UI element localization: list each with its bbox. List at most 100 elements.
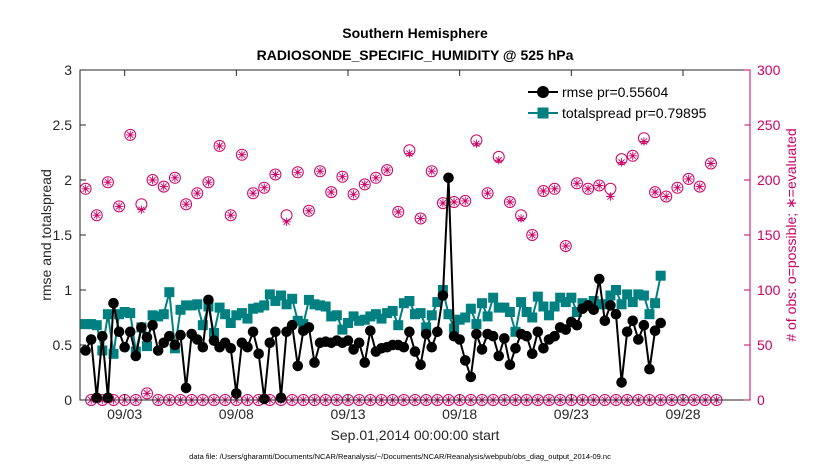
totalspread-marker	[432, 297, 443, 308]
x-axis-label: Sep.01,2014 00:00:00 start	[331, 427, 500, 443]
possible-marker	[704, 157, 717, 170]
totalspread-marker	[119, 307, 130, 317]
evaluated-marker	[472, 139, 481, 148]
evaluated-marker	[282, 217, 291, 226]
evaluated-marker	[293, 168, 302, 177]
totalspread-marker	[577, 298, 588, 309]
totalspread-marker	[560, 297, 571, 308]
totalspread-marker	[225, 318, 236, 328]
rmse-marker	[627, 315, 639, 327]
totalspread-marker	[343, 318, 353, 328]
evaluated-marker	[650, 187, 660, 197]
totalspread-marker	[499, 302, 510, 313]
possible-marker	[314, 165, 327, 178]
totalspread-marker	[471, 319, 482, 330]
rmse-marker	[147, 319, 158, 331]
totalspread-marker	[443, 309, 454, 320]
evaluated-marker	[181, 200, 191, 209]
y-tick-label-right: 50	[757, 337, 773, 353]
rmse-marker	[644, 363, 655, 375]
evaluated-marker	[606, 192, 615, 201]
legend-spread-marker	[537, 107, 549, 119]
rmse-marker	[91, 392, 103, 404]
rmse-marker	[270, 326, 281, 338]
evaluated-marker	[315, 167, 325, 176]
totalspread-marker	[527, 312, 538, 323]
totalspread-marker	[331, 310, 342, 321]
rmse-marker	[549, 330, 560, 342]
totalspread-marker	[164, 287, 175, 298]
evaluated-marker	[438, 198, 448, 208]
possible-marker	[548, 182, 561, 195]
legend-box	[521, 79, 745, 129]
possible-marker	[90, 209, 103, 222]
observation-count-layer	[79, 128, 723, 406]
rmse-marker	[242, 341, 253, 353]
totalspread-marker	[142, 341, 152, 352]
possible-marker	[537, 185, 550, 197]
totalspread-marker	[516, 297, 527, 308]
evaluated-marker	[271, 170, 280, 179]
evaluated-marker	[516, 214, 526, 223]
totalspread-marker	[220, 309, 231, 320]
evaluated-marker	[114, 202, 124, 211]
possible-marker	[582, 182, 595, 195]
y-tick-label-right: 300	[757, 62, 781, 78]
rmse-marker	[108, 297, 119, 309]
rmse-marker	[409, 346, 421, 357]
evaluated-marker	[338, 172, 347, 181]
totalspread-marker	[236, 308, 247, 319]
totalspread-marker	[398, 298, 409, 309]
evaluated-marker	[662, 192, 671, 201]
possible-marker	[146, 174, 159, 186]
evaluated-marker	[382, 165, 392, 175]
evaluated-marker	[617, 158, 626, 167]
chart-subtitle: RADIOSONDE_SPECIFIC_HUMIDITY @ 525 hPa	[257, 47, 574, 63]
totalspread-marker	[292, 315, 303, 326]
totalspread-marker	[599, 299, 610, 310]
possible-marker	[168, 171, 181, 184]
totalspread-marker	[315, 300, 326, 311]
totalspread-marker	[370, 309, 381, 320]
totalspread-marker	[605, 290, 616, 301]
rmse-marker	[655, 317, 666, 329]
possible-marker	[101, 176, 114, 189]
evaluated-marker	[81, 184, 90, 193]
y-tick-label-right: 200	[757, 172, 781, 188]
evaluated-marker	[461, 196, 470, 206]
evaluated-marker	[260, 183, 269, 192]
totalspread-marker	[493, 302, 504, 313]
totalspread-marker	[644, 309, 655, 320]
totalspread-marker	[181, 300, 192, 311]
rmse-marker	[191, 334, 203, 345]
possible-marker	[381, 164, 394, 177]
evaluated-marker	[371, 173, 381, 182]
rmse-marker	[499, 333, 510, 344]
totalspread-marker	[253, 302, 264, 313]
totalspread-marker	[538, 301, 549, 312]
totalspread-marker	[571, 307, 582, 317]
legend-entry-totalspread: totalspread pr=0.79895	[562, 105, 707, 121]
rmse-marker	[225, 343, 237, 354]
evaluated-marker	[248, 189, 258, 198]
rmse-marker	[510, 343, 521, 354]
rmse-marker	[521, 330, 532, 342]
evaluated-marker	[126, 130, 135, 140]
rmse-marker	[404, 326, 415, 338]
possible-marker	[347, 188, 360, 201]
rmse-marker	[610, 308, 622, 320]
series-layer	[80, 172, 666, 405]
totalspread-marker	[91, 320, 102, 331]
totalspread-marker	[504, 307, 515, 317]
rmse-marker	[353, 337, 365, 349]
evaluated-marker	[427, 167, 436, 176]
totalspread-marker	[488, 292, 499, 303]
totalspread-marker	[382, 308, 393, 319]
rmse-marker	[560, 324, 572, 335]
rmse-marker	[180, 382, 192, 394]
y-axis-label-left: rmse and totalspread	[38, 169, 54, 301]
possible-marker	[682, 172, 695, 185]
totalspread-marker	[303, 294, 314, 305]
possible-marker	[224, 209, 237, 222]
